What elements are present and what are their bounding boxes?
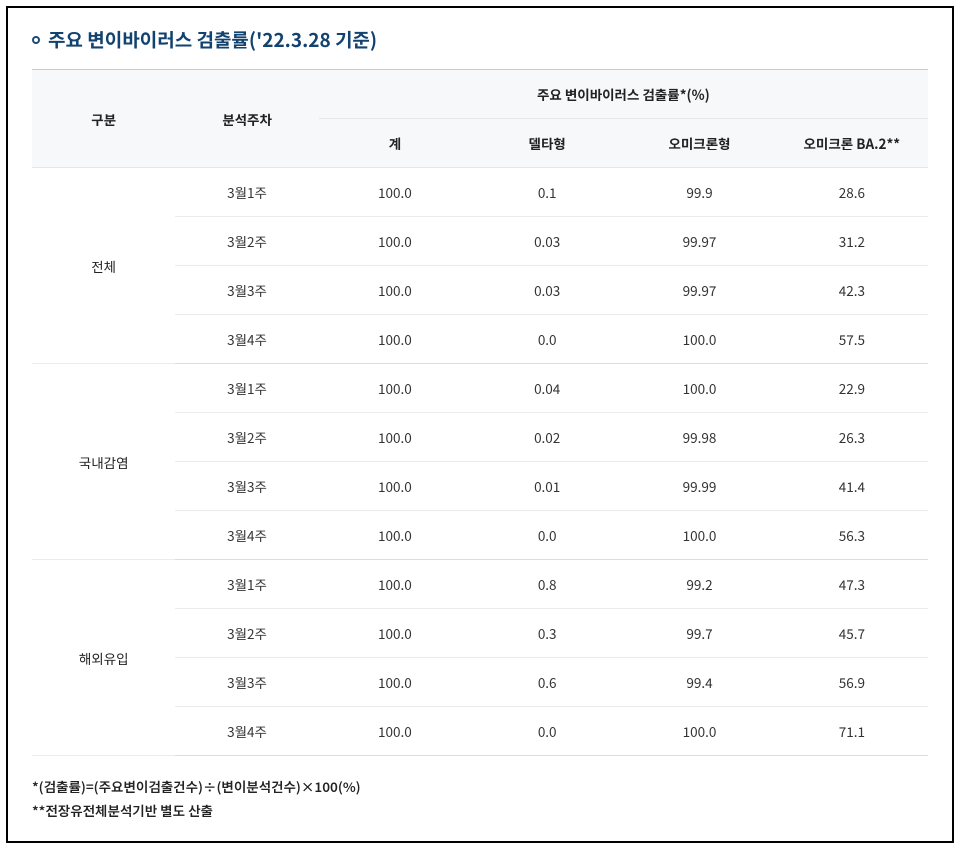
table-row: 해외유입3월1주100.00.899.247.3 [32, 560, 928, 609]
value-cell: 99.7 [623, 609, 775, 658]
group-name-cell: 국내감염 [32, 364, 175, 560]
footnote-2: **전장유전체분석기반 별도 산출 [32, 798, 928, 822]
value-cell: 56.3 [776, 511, 928, 560]
value-cell: 99.98 [623, 413, 775, 462]
value-cell: 0.8 [471, 560, 623, 609]
value-cell: 99.9 [623, 168, 775, 217]
footnote-1: *(검출률)=(주요변이검출건수)÷(변이분석건수)×100(%) [32, 774, 928, 798]
value-cell: 41.4 [776, 462, 928, 511]
value-cell: 0.0 [471, 511, 623, 560]
value-cell: 0.1 [471, 168, 623, 217]
value-cell: 100.0 [319, 658, 471, 707]
value-cell: 100.0 [319, 217, 471, 266]
week-cell: 3월3주 [175, 658, 318, 707]
value-cell: 99.97 [623, 217, 775, 266]
value-cell: 0.02 [471, 413, 623, 462]
value-cell: 0.0 [471, 707, 623, 756]
value-cell: 47.3 [776, 560, 928, 609]
value-cell: 100.0 [623, 511, 775, 560]
value-cell: 100.0 [623, 364, 775, 413]
value-cell: 0.03 [471, 217, 623, 266]
value-cell: 0.6 [471, 658, 623, 707]
week-cell: 3월1주 [175, 168, 318, 217]
week-cell: 3월1주 [175, 560, 318, 609]
value-cell: 57.5 [776, 315, 928, 364]
value-cell: 100.0 [319, 168, 471, 217]
footnotes: *(검출률)=(주요변이검출건수)÷(변이분석건수)×100(%) **전장유전… [32, 774, 928, 823]
header-col-omicron: 오미크론형 [623, 119, 775, 168]
header-group-label: 주요 변이바이러스 검출률*(%) [319, 70, 928, 119]
value-cell: 42.3 [776, 266, 928, 315]
variant-detection-table: 구분 분석주차 주요 변이바이러스 검출률*(%) 계 델타형 오미크론형 오미… [32, 69, 928, 756]
header-col-ba2: 오미크론 BA.2** [776, 119, 928, 168]
bullet-icon [32, 36, 40, 44]
table-body: 전체3월1주100.00.199.928.63월2주100.00.0399.97… [32, 168, 928, 756]
value-cell: 100.0 [319, 462, 471, 511]
week-cell: 3월3주 [175, 462, 318, 511]
value-cell: 22.9 [776, 364, 928, 413]
value-cell: 31.2 [776, 217, 928, 266]
value-cell: 100.0 [623, 315, 775, 364]
header-col-delta: 델타형 [471, 119, 623, 168]
week-cell: 3월4주 [175, 511, 318, 560]
week-cell: 3월2주 [175, 609, 318, 658]
value-cell: 71.1 [776, 707, 928, 756]
week-cell: 3월4주 [175, 707, 318, 756]
table-row: 전체3월1주100.00.199.928.6 [32, 168, 928, 217]
value-cell: 0.3 [471, 609, 623, 658]
value-cell: 0.03 [471, 266, 623, 315]
value-cell: 100.0 [319, 266, 471, 315]
value-cell: 99.97 [623, 266, 775, 315]
value-cell: 100.0 [319, 609, 471, 658]
week-cell: 3월2주 [175, 413, 318, 462]
value-cell: 100.0 [319, 364, 471, 413]
table-row: 국내감염3월1주100.00.04100.022.9 [32, 364, 928, 413]
document-frame: 주요 변이바이러스 검출률('22.3.28 기준) 구분 분석주차 주요 변이… [6, 6, 954, 843]
heading-row: 주요 변이바이러스 검출률('22.3.28 기준) [32, 26, 928, 53]
value-cell: 56.9 [776, 658, 928, 707]
value-cell: 45.7 [776, 609, 928, 658]
value-cell: 0.04 [471, 364, 623, 413]
value-cell: 100.0 [319, 315, 471, 364]
value-cell: 0.0 [471, 315, 623, 364]
group-name-cell: 전체 [32, 168, 175, 364]
value-cell: 100.0 [623, 707, 775, 756]
week-cell: 3월4주 [175, 315, 318, 364]
header-col-total: 계 [319, 119, 471, 168]
table-header: 구분 분석주차 주요 변이바이러스 검출률*(%) 계 델타형 오미크론형 오미… [32, 70, 928, 168]
week-cell: 3월3주 [175, 266, 318, 315]
value-cell: 100.0 [319, 511, 471, 560]
week-cell: 3월1주 [175, 364, 318, 413]
value-cell: 100.0 [319, 413, 471, 462]
header-week: 분석주차 [175, 70, 318, 168]
header-category: 구분 [32, 70, 175, 168]
value-cell: 28.6 [776, 168, 928, 217]
group-name-cell: 해외유입 [32, 560, 175, 756]
value-cell: 26.3 [776, 413, 928, 462]
page-title: 주요 변이바이러스 검출률('22.3.28 기준) [48, 26, 377, 53]
value-cell: 99.2 [623, 560, 775, 609]
value-cell: 99.99 [623, 462, 775, 511]
value-cell: 100.0 [319, 560, 471, 609]
value-cell: 100.0 [319, 707, 471, 756]
week-cell: 3월2주 [175, 217, 318, 266]
value-cell: 0.01 [471, 462, 623, 511]
value-cell: 99.4 [623, 658, 775, 707]
